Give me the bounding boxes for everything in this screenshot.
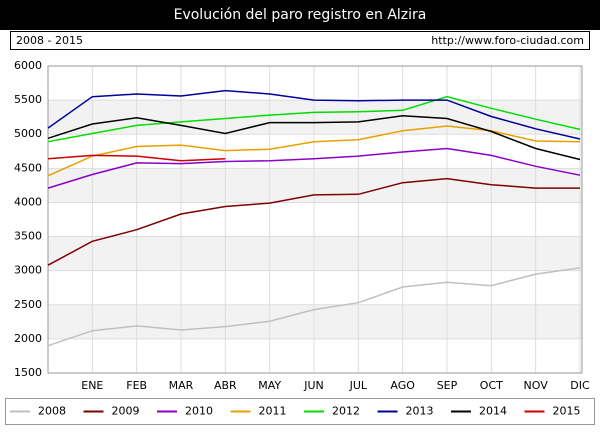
y-tick-label: 2500 bbox=[14, 298, 42, 311]
legend-label: 2011 bbox=[259, 405, 287, 418]
legend-label: 2015 bbox=[553, 405, 581, 418]
legend-label: 2008 bbox=[38, 405, 66, 418]
title-bar bbox=[0, 0, 600, 30]
series-line bbox=[47, 89, 581, 140]
x-tick-label: ABR bbox=[214, 379, 237, 392]
series-line bbox=[47, 154, 226, 162]
grid-band bbox=[48, 100, 582, 135]
chart-title: Evolución del paro registro en Alzira bbox=[174, 7, 427, 23]
legend-box bbox=[5, 398, 595, 425]
legend-label: 2014 bbox=[479, 405, 507, 418]
x-tick-label: AGO bbox=[390, 379, 415, 392]
y-tick-label: 1500 bbox=[14, 366, 42, 379]
x-tick-label: OCT bbox=[480, 379, 503, 392]
x-tick-label: MAR bbox=[169, 379, 194, 392]
x-tick-label: JUN bbox=[303, 379, 324, 392]
y-tick-label: 2000 bbox=[14, 332, 42, 345]
y-tick-label: 6000 bbox=[14, 59, 42, 72]
legend-label: 2009 bbox=[112, 405, 140, 418]
y-tick-label: 3000 bbox=[14, 264, 42, 277]
series-line bbox=[47, 267, 581, 347]
x-tick-label: NOV bbox=[524, 379, 549, 392]
series-line bbox=[47, 95, 581, 143]
series-line bbox=[47, 147, 581, 189]
y-tick-label: 4500 bbox=[14, 161, 42, 174]
legend-label: 2013 bbox=[406, 405, 434, 418]
legend-label: 2010 bbox=[185, 405, 213, 418]
x-tick-label: ENE bbox=[81, 379, 103, 392]
legend-label: 2012 bbox=[332, 405, 360, 418]
x-tick-label: JUL bbox=[349, 379, 368, 392]
subtitle-box bbox=[10, 31, 590, 50]
x-tick-label: MAY bbox=[258, 379, 281, 392]
grid-band bbox=[48, 236, 582, 271]
x-tick-label: DIC bbox=[570, 379, 590, 392]
subtitle: 2008 - 2015 bbox=[16, 34, 83, 47]
x-tick-label: FEB bbox=[126, 379, 147, 392]
plot-frame bbox=[47, 65, 583, 374]
x-tick-label: SEP bbox=[437, 379, 458, 392]
y-tick-label: 5000 bbox=[14, 127, 42, 140]
y-tick-label: 3500 bbox=[14, 230, 42, 243]
series-line bbox=[47, 177, 580, 266]
y-tick-label: 5500 bbox=[14, 93, 42, 106]
source: http://www.foro-ciudad.com bbox=[431, 34, 584, 47]
series-line bbox=[47, 115, 581, 161]
y-tick-label: 4000 bbox=[14, 195, 42, 208]
